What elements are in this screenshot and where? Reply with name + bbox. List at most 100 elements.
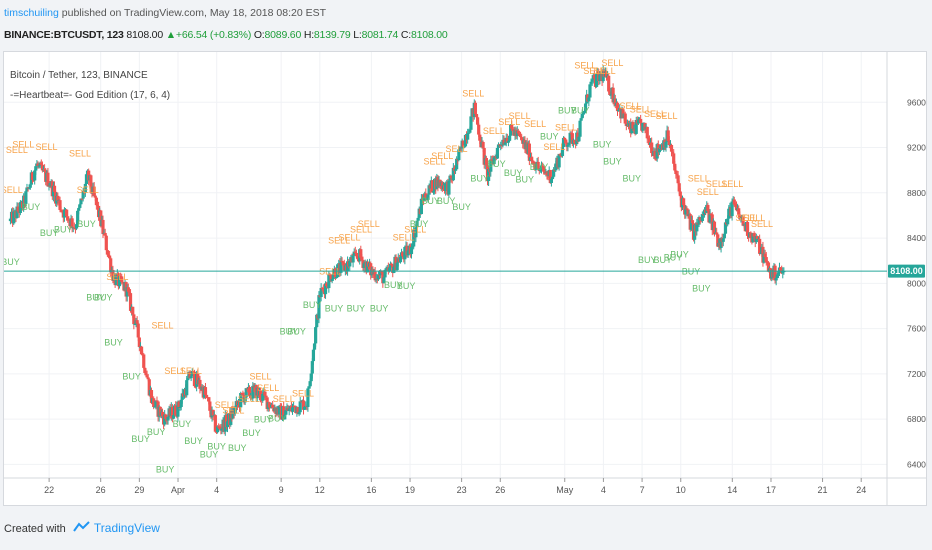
sell-label: SELL (555, 123, 577, 133)
candle-body (108, 255, 112, 259)
candle-body (395, 262, 399, 271)
candle-body (145, 375, 149, 378)
candle-body (590, 79, 594, 82)
symbol-label[interactable]: BINANCE:BTCUSDT, 123 (4, 29, 124, 41)
candle-body (580, 113, 584, 119)
candle-body (39, 162, 43, 165)
candle-body (712, 221, 717, 235)
sell-label: SELL (619, 101, 641, 111)
high-label: H: (303, 29, 314, 41)
candle-body (721, 238, 725, 242)
candle-body (198, 379, 202, 389)
candle-body (782, 271, 786, 273)
grid (4, 52, 887, 478)
candle-body (542, 166, 546, 172)
candle-body (149, 390, 154, 403)
candle-body (608, 91, 612, 95)
sell-label: SELL (524, 119, 546, 129)
candle-body (755, 236, 760, 240)
buy-label: BUY (653, 255, 672, 265)
sell-label: SELL (6, 145, 28, 155)
indicator-title[interactable]: -=Heartbeat=- God Edition (17, 6, 4) (10, 90, 170, 101)
candle-body (144, 372, 148, 376)
candle-body (534, 168, 538, 170)
candle-body (117, 276, 122, 287)
footer: Created with TradingView (4, 521, 160, 535)
candle-body (414, 227, 418, 238)
candle-body (296, 407, 300, 415)
candle-body (726, 218, 730, 225)
candle-body (131, 306, 135, 315)
candle-body (154, 400, 158, 407)
x-tick-label: 26 (495, 485, 505, 495)
candle-body (293, 405, 297, 408)
candle-body (185, 380, 189, 396)
candle-body (759, 252, 763, 254)
buy-label: BUY (670, 249, 689, 259)
buy-label: BUY (156, 464, 175, 474)
tradingview-brand[interactable]: TradingView (93, 521, 160, 535)
chart-svg[interactable]: SELLSELLSELLSELLSELLSELLSELLSELLSELLSELL… (1, 52, 932, 505)
candle-body (453, 169, 458, 171)
y-tick-label: 6400.00 (907, 459, 926, 469)
candle-body (308, 381, 312, 387)
candle-body (604, 71, 609, 78)
candle-body (127, 291, 132, 294)
candle-body (27, 187, 31, 189)
candle-body (104, 235, 108, 251)
candle-body (673, 163, 677, 171)
buy-label: BUY (470, 173, 489, 183)
candle-body (339, 260, 343, 273)
candle-body (617, 109, 621, 112)
sell-label: SELL (12, 140, 34, 150)
buy-label: BUY (54, 224, 73, 234)
buy-label: BUY (303, 300, 322, 310)
candle-body (752, 233, 756, 237)
sell-label: SELL (393, 232, 415, 242)
candle-body (506, 140, 511, 143)
buy-label: BUY (280, 326, 299, 336)
candle-body (751, 233, 755, 243)
candle-body (520, 137, 524, 139)
candle-body (634, 119, 638, 134)
buy-label: BUY (104, 338, 123, 348)
candle-body (325, 283, 329, 287)
series-title[interactable]: Bitcoin / Tether, 123, BINANCE (10, 70, 148, 81)
candle-body (312, 343, 317, 350)
candle-body (388, 263, 393, 268)
candle-body (594, 74, 599, 87)
publisher-link[interactable]: timschuiling (4, 7, 59, 19)
candle-body (482, 148, 486, 165)
buy-label: BUY (558, 106, 577, 116)
y-tick-label: 7600.00 (907, 324, 926, 334)
candle-body (560, 146, 565, 157)
chart-panel[interactable]: SELLSELLSELLSELLSELLSELLSELLSELLSELLSELL… (1, 51, 932, 506)
x-tick-label: 26 (96, 485, 106, 495)
candle-body (557, 154, 561, 168)
sell-label: SELL (583, 66, 605, 76)
candle-body (502, 139, 506, 145)
candle-body (565, 142, 569, 147)
candle-body (647, 138, 652, 145)
candle-body (406, 250, 410, 256)
candle-body (690, 220, 695, 224)
candle-body (355, 256, 360, 258)
publish-text: published on TradingView.com, May 18, 20… (61, 7, 327, 19)
sell-label: SELL (743, 213, 765, 223)
candle-body (527, 143, 531, 161)
candle-body (290, 407, 295, 412)
candle-body (581, 112, 585, 114)
candle-body (507, 135, 512, 141)
sell-label: SELL (630, 104, 652, 114)
candle-body (380, 271, 384, 273)
candle-body (271, 404, 275, 408)
candle-body (517, 133, 522, 136)
candle-body (362, 263, 366, 268)
sell-label: SELL (751, 219, 773, 229)
x-tick-label: 24 (856, 485, 866, 495)
buy-label: BUY (325, 304, 344, 314)
sell-label: SELL (77, 185, 99, 195)
sell-label: SELL (338, 232, 360, 242)
candle-body (81, 190, 85, 199)
candle-body (484, 158, 489, 166)
